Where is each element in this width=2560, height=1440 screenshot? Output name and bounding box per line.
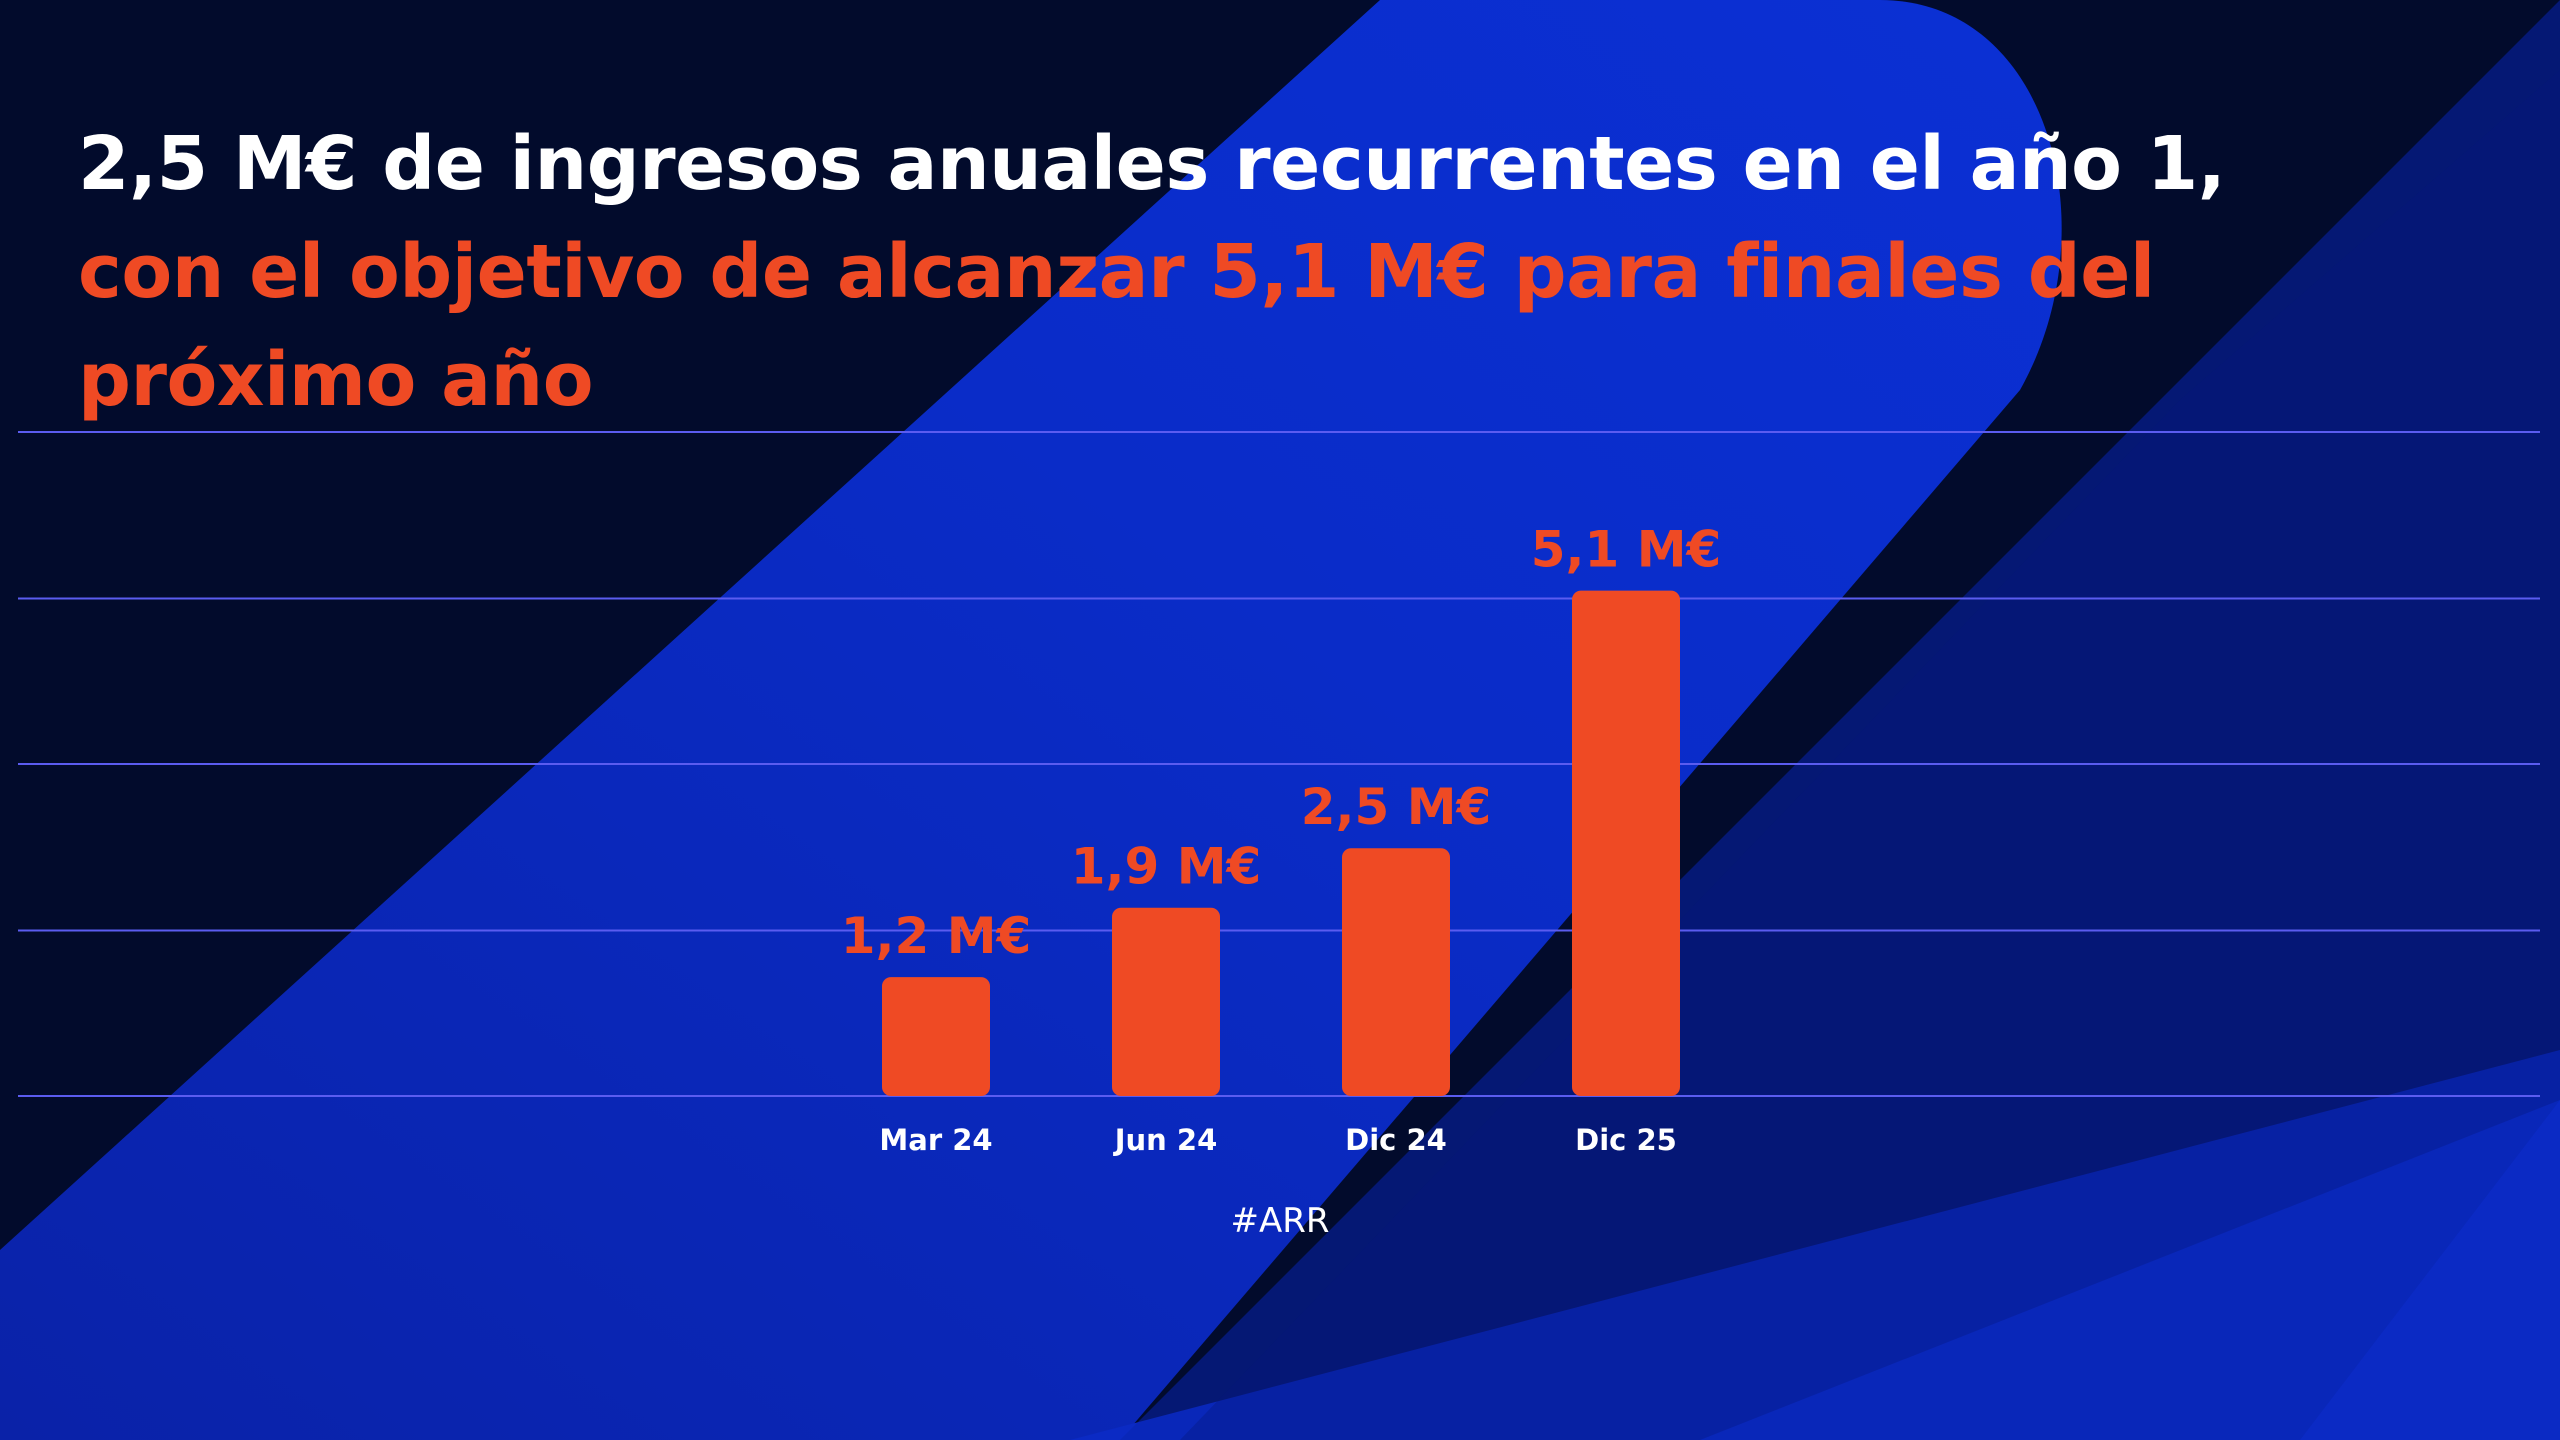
blue-band-shape-right xyxy=(1120,0,2560,1440)
bar-jun-24 xyxy=(1112,907,1220,1096)
bar-value-label: 5,1 M€ xyxy=(1531,521,1722,579)
bar-dic-24 xyxy=(1342,848,1450,1096)
bar-dic-25 xyxy=(1572,590,1680,1096)
blue-band-shape xyxy=(0,0,2062,1440)
bar-value-label: 2,5 M€ xyxy=(1301,778,1492,836)
category-label: Mar 24 xyxy=(879,1123,992,1157)
category-label: Dic 24 xyxy=(1345,1123,1447,1157)
bar-value-label: 1,2 M€ xyxy=(841,907,1032,965)
category-labels: Mar 24 Jun 24 Dic 24 Dic 25 xyxy=(879,1123,1676,1157)
value-labels: 1,2 M€ 1,9 M€ 2,5 M€ 5,1 M€ xyxy=(841,521,1722,966)
x-axis-label: #ARR xyxy=(1231,1201,1330,1241)
bars xyxy=(882,590,1680,1096)
headline: 2,5 M€ de ingresos anuales recurrentes e… xyxy=(78,110,2498,434)
bar-value-label: 1,9 M€ xyxy=(1071,838,1262,896)
headline-highlight: con el objetivo de alcanzar 5,1 M€ para … xyxy=(78,229,2155,423)
category-label: Dic 25 xyxy=(1575,1123,1677,1157)
gridlines xyxy=(18,431,2540,1097)
bar-mar-24 xyxy=(882,977,990,1096)
dark-sweep-shape xyxy=(1180,70,2560,1440)
headline-main: 2,5 M€ de ingresos anuales recurrentes e… xyxy=(78,121,2226,207)
category-label: Jun 24 xyxy=(1113,1123,1218,1157)
